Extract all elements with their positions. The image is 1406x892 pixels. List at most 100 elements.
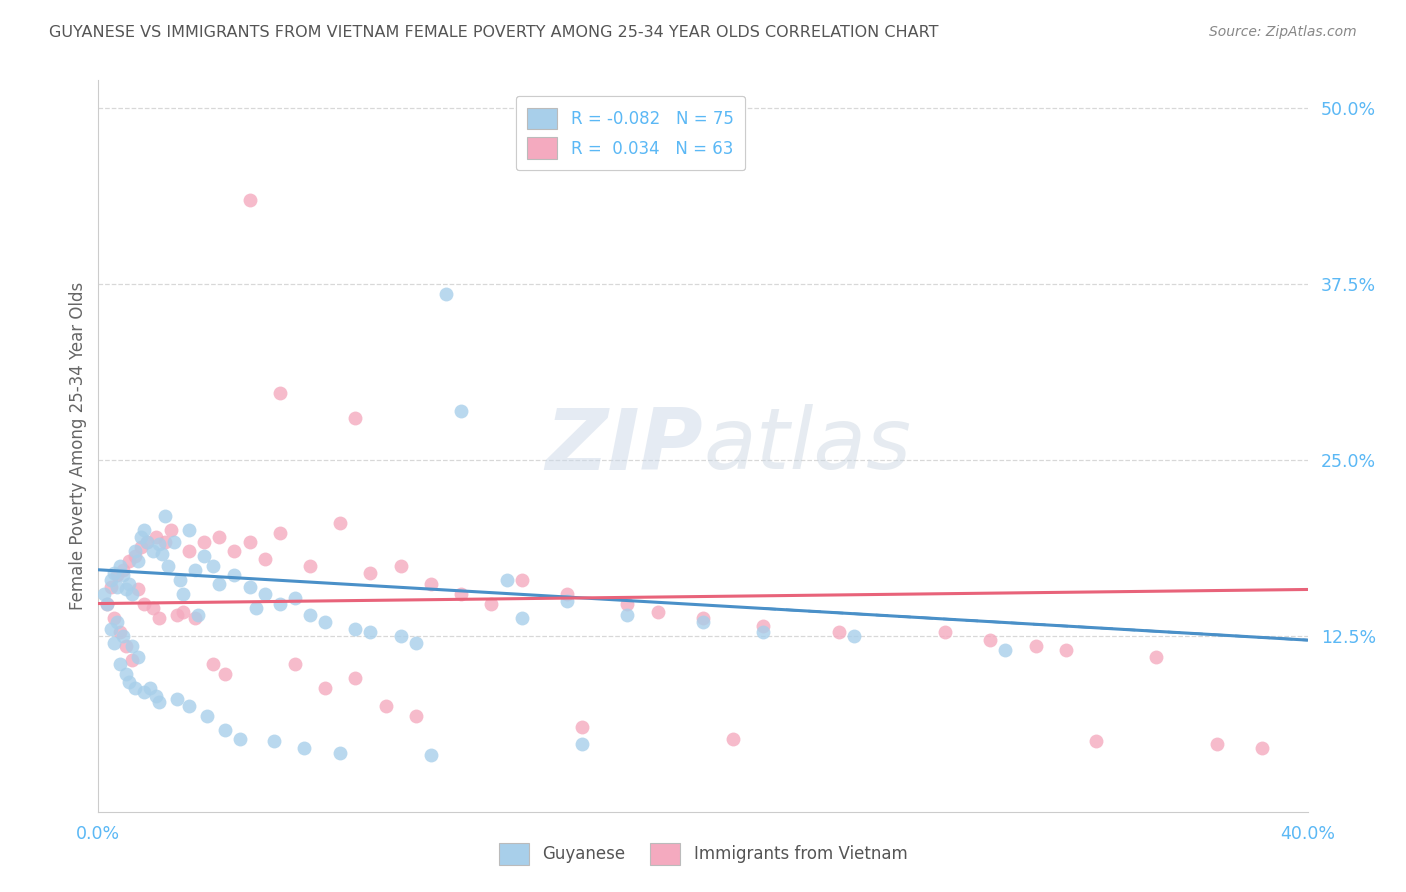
Point	[139, 681, 162, 695]
Point	[329, 746, 352, 760]
Point	[184, 610, 207, 624]
Point	[166, 607, 188, 622]
Point	[555, 587, 578, 601]
Point	[118, 577, 141, 591]
Point	[105, 580, 128, 594]
Point	[129, 541, 152, 555]
Legend: R = -0.082   N = 75, R =  0.034   N = 63: R = -0.082 N = 75, R = 0.034 N = 63	[516, 96, 745, 170]
Point	[150, 547, 173, 561]
Point	[132, 524, 155, 538]
Point	[142, 600, 165, 615]
Text: GUYANESE VS IMMIGRANTS FROM VIETNAM FEMALE POVERTY AMONG 25-34 YEAR OLDS CORRELA: GUYANESE VS IMMIGRANTS FROM VIETNAM FEMA…	[49, 25, 939, 40]
Point	[142, 544, 165, 558]
Point	[269, 385, 291, 400]
Text: atlas: atlas	[703, 404, 911, 488]
Point	[389, 629, 412, 643]
Point	[148, 537, 170, 551]
Point	[269, 597, 291, 611]
Point	[118, 675, 141, 690]
Point	[1206, 737, 1229, 751]
Point	[481, 597, 503, 611]
Point	[510, 610, 533, 624]
Point	[108, 657, 131, 671]
Point	[132, 597, 155, 611]
Point	[450, 587, 472, 601]
Point	[344, 671, 367, 685]
Point	[360, 566, 382, 580]
Text: Source: ZipAtlas.com: Source: ZipAtlas.com	[1209, 25, 1357, 39]
Point	[1054, 643, 1077, 657]
Point	[828, 624, 851, 639]
Point	[239, 193, 262, 207]
Point	[121, 639, 143, 653]
Point	[450, 404, 472, 418]
Point	[692, 610, 714, 624]
Point	[616, 607, 638, 622]
Point	[934, 624, 956, 639]
Point	[224, 544, 246, 558]
Point	[253, 551, 276, 566]
Point	[195, 709, 218, 723]
Point	[100, 622, 122, 636]
Point	[239, 580, 262, 594]
Point	[103, 636, 125, 650]
Point	[269, 526, 291, 541]
Point	[420, 577, 443, 591]
Point	[127, 582, 149, 597]
Point	[389, 558, 412, 573]
Point	[555, 593, 578, 607]
Point	[96, 597, 118, 611]
Point	[314, 681, 336, 695]
Point	[214, 666, 236, 681]
Point	[299, 607, 322, 622]
Point	[153, 509, 176, 524]
Legend: Guyanese, Immigrants from Vietnam: Guyanese, Immigrants from Vietnam	[489, 833, 917, 875]
Point	[111, 563, 134, 577]
Point	[344, 410, 367, 425]
Point	[344, 622, 367, 636]
Point	[208, 530, 231, 544]
Point	[184, 563, 207, 577]
Point	[284, 657, 307, 671]
Point	[420, 748, 443, 763]
Point	[108, 558, 131, 573]
Point	[103, 610, 125, 624]
Point	[245, 600, 267, 615]
Point	[263, 734, 285, 748]
Point	[405, 709, 427, 723]
Point	[127, 554, 149, 568]
Point	[224, 568, 246, 582]
Point	[148, 610, 170, 624]
Point	[208, 577, 231, 591]
Point	[405, 636, 427, 650]
Point	[179, 544, 201, 558]
Point	[844, 629, 866, 643]
Point	[510, 573, 533, 587]
Point	[93, 587, 115, 601]
Point	[179, 524, 201, 538]
Point	[692, 615, 714, 629]
Point	[172, 605, 194, 619]
Point	[145, 690, 167, 704]
Point	[163, 534, 186, 549]
Point	[124, 681, 146, 695]
Point	[124, 549, 146, 563]
Point	[145, 530, 167, 544]
Point	[202, 558, 225, 573]
Point	[1024, 639, 1046, 653]
Point	[214, 723, 236, 738]
Point	[121, 587, 143, 601]
Point	[118, 554, 141, 568]
Point	[124, 544, 146, 558]
Point	[193, 534, 215, 549]
Point	[284, 591, 307, 605]
Point	[229, 731, 252, 746]
Point	[616, 597, 638, 611]
Point	[374, 699, 396, 714]
Point	[100, 580, 122, 594]
Point	[105, 568, 128, 582]
Point	[1085, 734, 1108, 748]
Point	[114, 582, 136, 597]
Point	[1251, 741, 1274, 756]
Point	[495, 573, 517, 587]
